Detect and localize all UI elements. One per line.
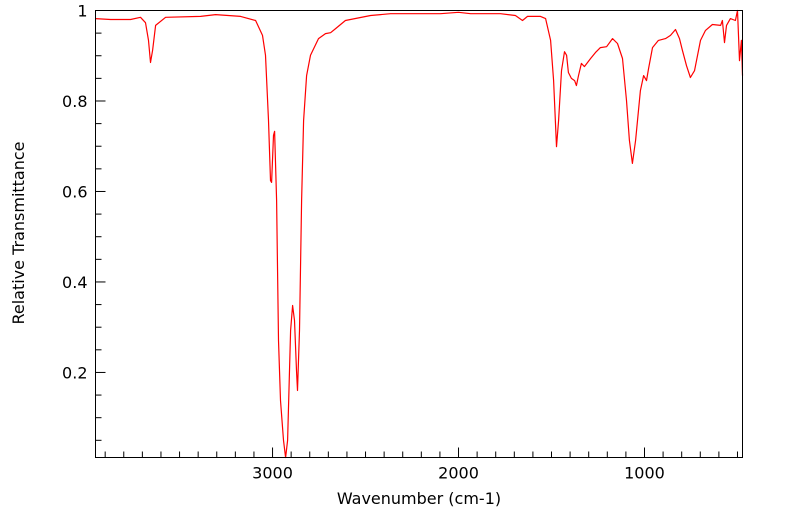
x-tick-label: 1000 — [624, 464, 665, 483]
y-tick-labels: 0.2 0.4 0.6 0.8 1 — [62, 2, 87, 383]
y-tick-label: 0.2 — [62, 363, 87, 382]
x-tick-label: 3000 — [252, 464, 293, 483]
plot-frame — [95, 10, 743, 458]
spectrum-line — [95, 9, 744, 459]
axis-ticks — [95, 10, 738, 458]
y-tick-label: 0.4 — [62, 273, 87, 292]
x-tick-label: 2000 — [438, 464, 479, 483]
x-axis-label: Wavenumber (cm-1) — [337, 489, 501, 508]
y-tick-label: 1 — [77, 2, 87, 21]
x-tick-labels: 3000 2000 1000 — [252, 464, 665, 483]
y-tick-label: 0.6 — [62, 182, 87, 201]
y-tick-label: 0.8 — [62, 92, 87, 111]
y-axis-label: Relative Transmittance — [9, 141, 28, 324]
